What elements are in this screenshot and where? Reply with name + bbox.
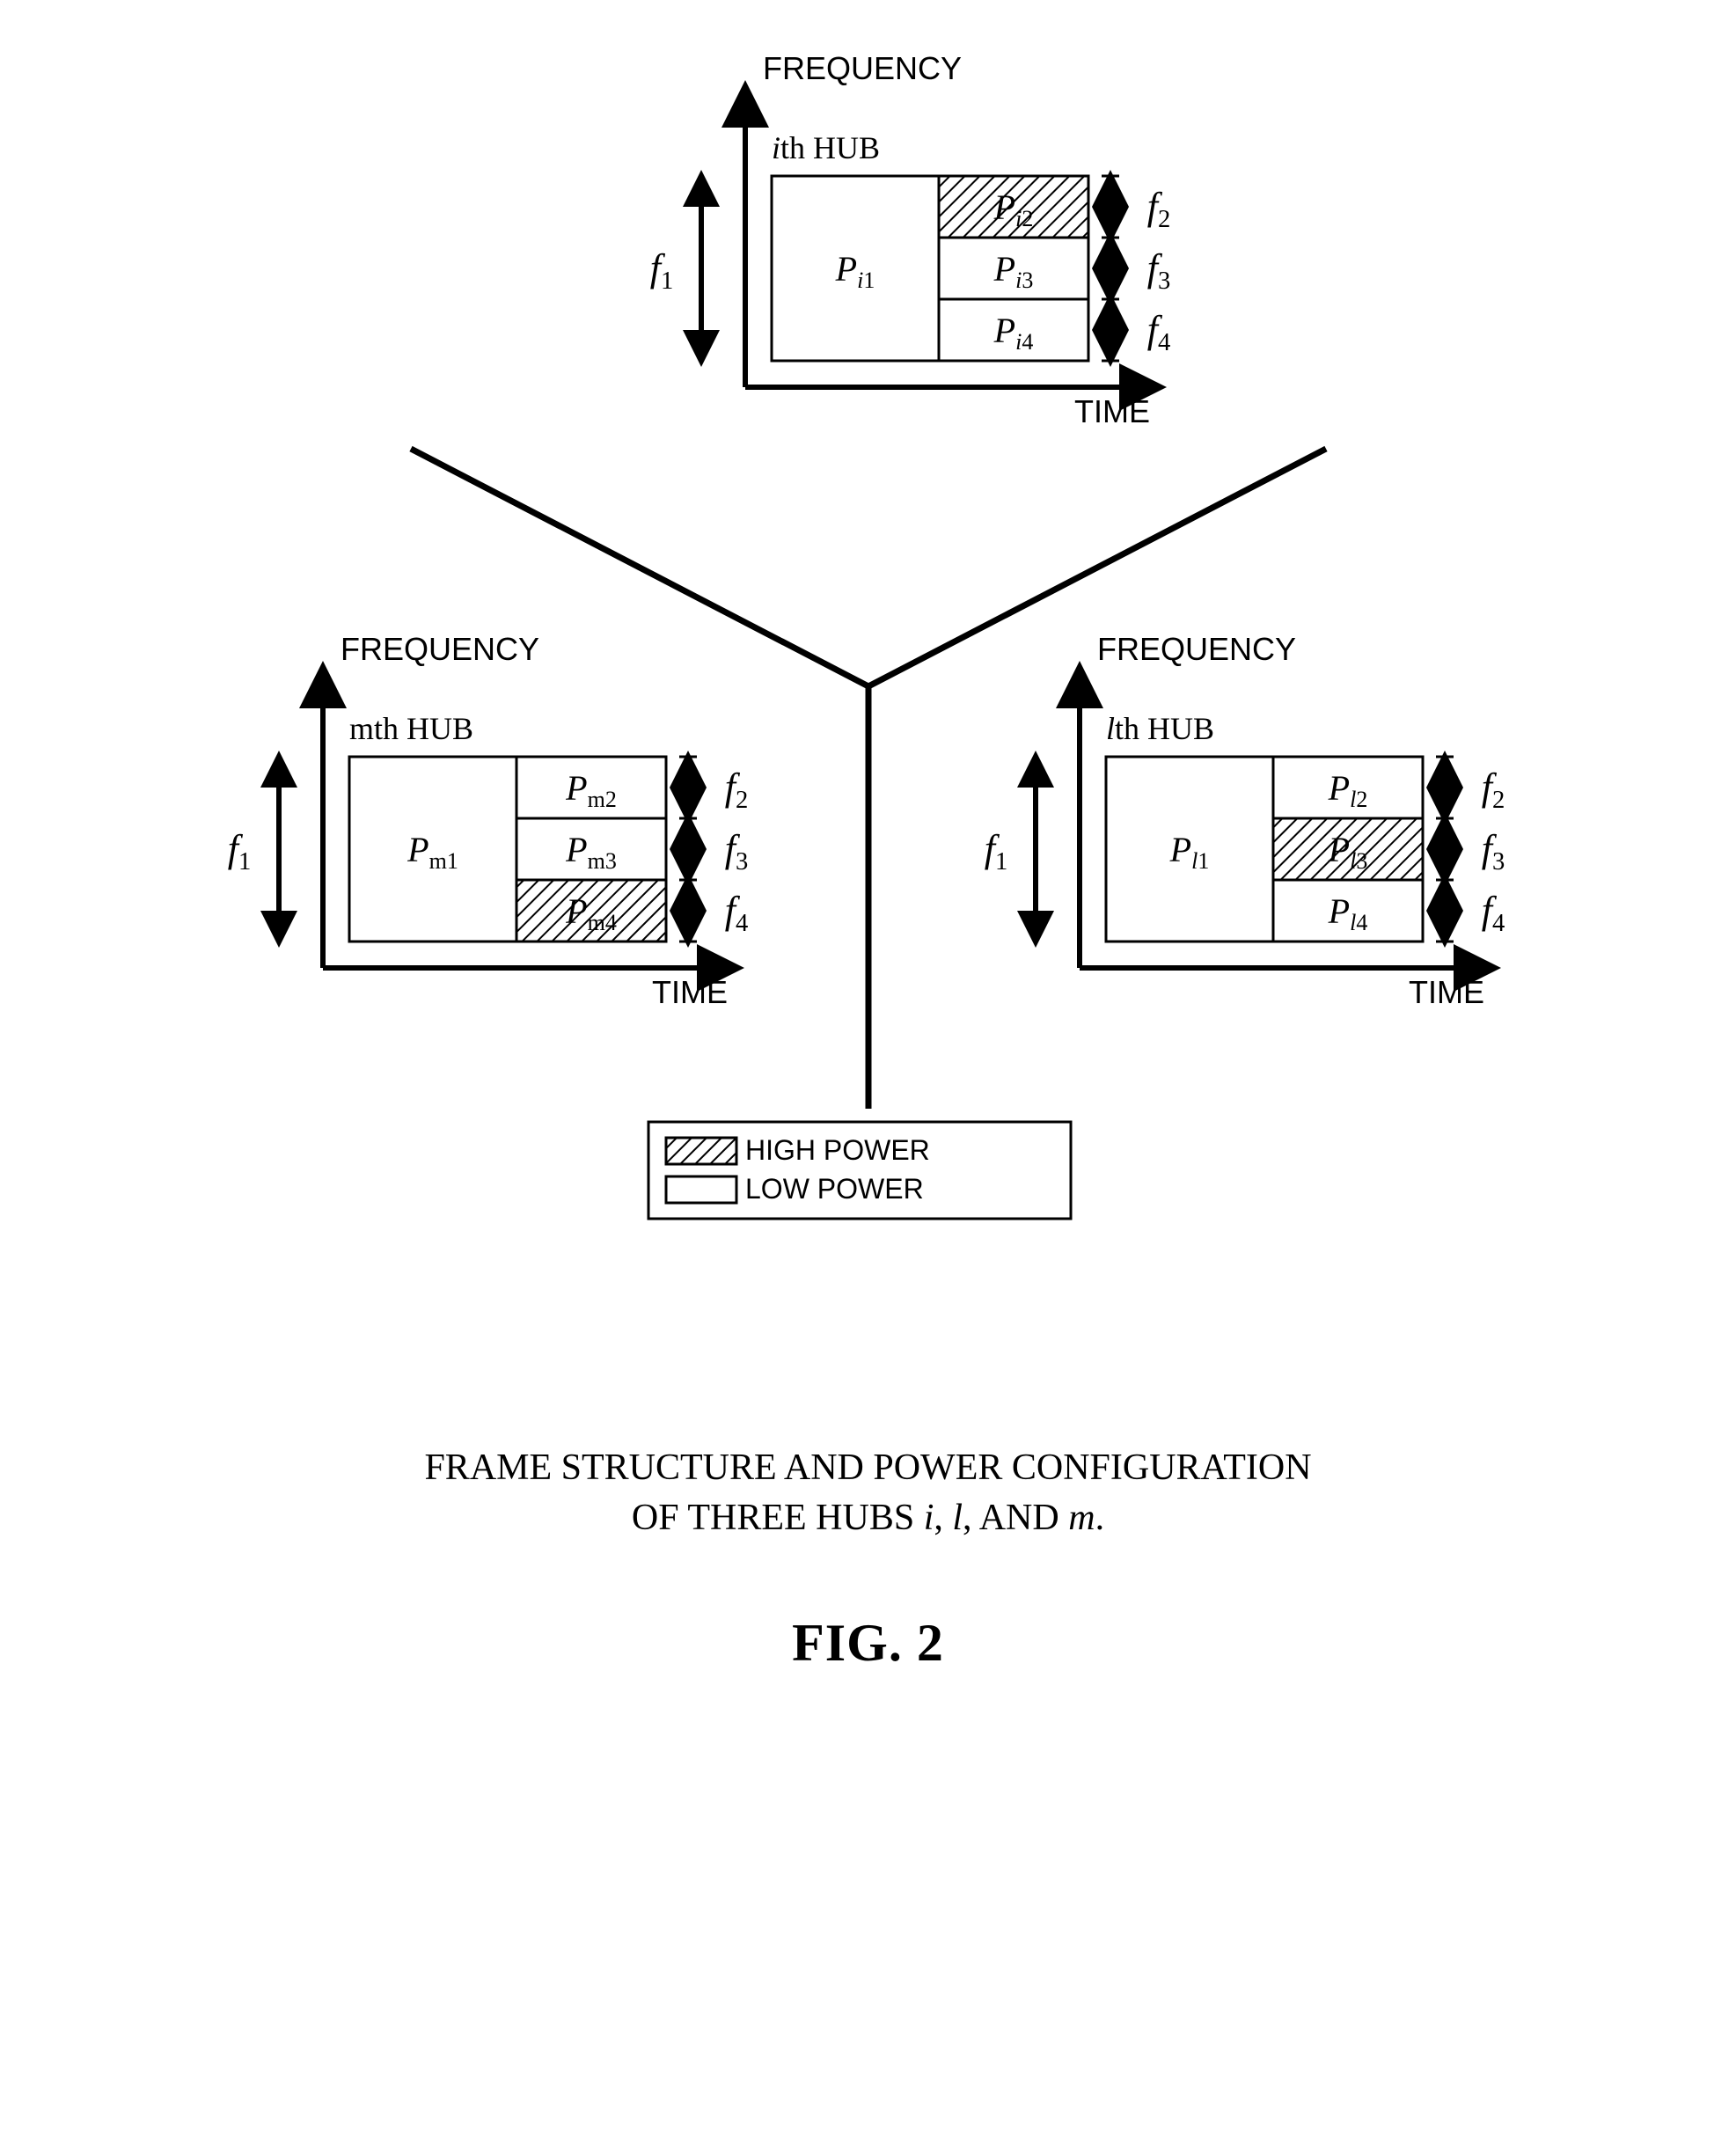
legend: HIGH POWER LOW POWER <box>648 1122 1071 1219</box>
svg-text:f4: f4 <box>1481 889 1505 937</box>
svg-text:Pl1: Pl1 <box>1168 830 1209 874</box>
hub-l: FREQUENCYTIMElth HUBPl1Pl2Pl3Pl4f1f2f3f4 <box>984 631 1505 1010</box>
svg-text:f2: f2 <box>1481 766 1505 814</box>
svg-text:f1: f1 <box>984 827 1007 876</box>
svg-text:TIME: TIME <box>1074 393 1150 429</box>
svg-text:LOW POWER: LOW POWER <box>745 1173 924 1205</box>
caption-line1: FRAME STRUCTURE AND POWER CONFIGURATION <box>424 1447 1311 1488</box>
svg-text:f2: f2 <box>724 766 748 814</box>
svg-text:Pm1: Pm1 <box>407 830 458 874</box>
svg-text:ith HUB: ith HUB <box>772 130 880 165</box>
svg-text:Pm2: Pm2 <box>565 768 617 812</box>
svg-text:f4: f4 <box>1146 308 1170 356</box>
svg-text:FREQUENCY: FREQUENCY <box>341 631 539 667</box>
svg-text:Pi1: Pi1 <box>834 249 875 293</box>
hub-i: FREQUENCYTIMEith HUBPi1Pi2Pi3Pi4f1f2f3f4 <box>649 50 1170 429</box>
svg-text:FREQUENCY: FREQUENCY <box>1097 631 1296 667</box>
svg-text:mth HUB: mth HUB <box>349 711 473 746</box>
y-divider-lines <box>411 449 1326 1109</box>
svg-text:Pl2: Pl2 <box>1327 768 1367 812</box>
svg-text:FREQUENCY: FREQUENCY <box>763 50 962 86</box>
svg-text:Pi3: Pi3 <box>993 249 1033 293</box>
svg-text:Pm3: Pm3 <box>565 830 617 874</box>
svg-text:f3: f3 <box>1146 246 1170 295</box>
diagram-svg: FREQUENCYTIMEith HUBPi1Pi2Pi3Pi4f1f2f3f4… <box>121 35 1616 1267</box>
svg-text:Pi4: Pi4 <box>993 311 1033 355</box>
svg-text:f2: f2 <box>1146 185 1170 233</box>
svg-text:Pl4: Pl4 <box>1327 891 1367 935</box>
svg-text:HIGH POWER: HIGH POWER <box>745 1134 930 1166</box>
svg-text:f1: f1 <box>649 246 673 295</box>
svg-text:f4: f4 <box>724 889 748 937</box>
svg-text:TIME: TIME <box>652 974 728 1010</box>
svg-text:f1: f1 <box>227 827 251 876</box>
svg-text:f3: f3 <box>724 827 748 876</box>
svg-text:TIME: TIME <box>1409 974 1484 1010</box>
hub-m: FREQUENCYTIMEmth HUBPm1Pm2Pm3Pm4f1f2f3f4 <box>227 631 748 1010</box>
svg-text:f3: f3 <box>1481 827 1505 876</box>
svg-text:lth HUB: lth HUB <box>1106 711 1214 746</box>
figure-label: FIG. 2 <box>792 1613 944 1674</box>
figure-caption: FRAME STRUCTURE AND POWER CONFIGURATION … <box>424 1443 1311 1542</box>
caption-line2-prefix: OF THREE HUBS <box>632 1498 924 1538</box>
diagram-canvas: FREQUENCYTIMEith HUBPi1Pi2Pi3Pi4f1f2f3f4… <box>121 35 1616 1267</box>
